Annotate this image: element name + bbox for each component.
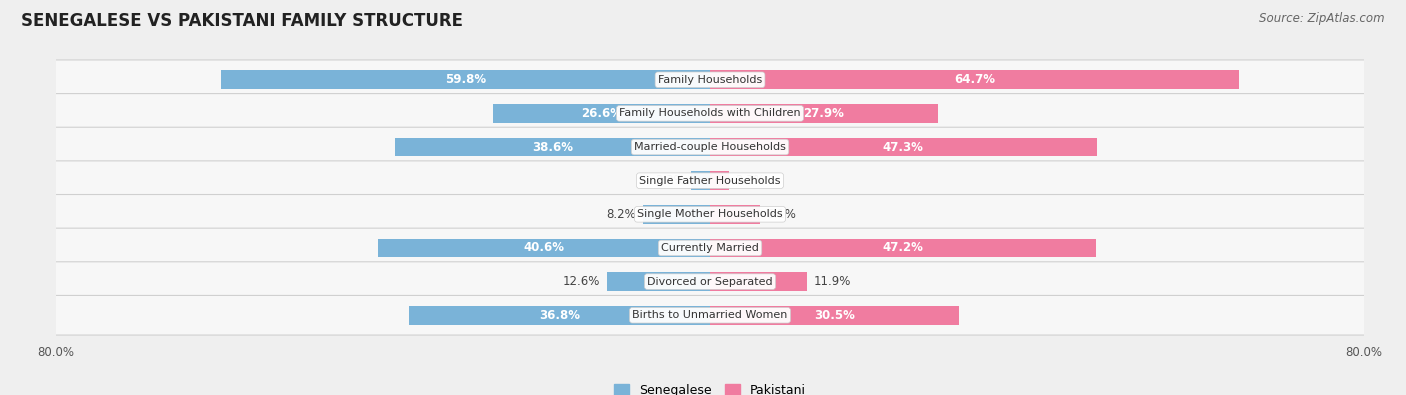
Text: 64.7%: 64.7% xyxy=(953,73,995,86)
FancyBboxPatch shape xyxy=(51,194,1369,234)
Bar xyxy=(395,137,710,156)
Bar xyxy=(607,272,710,291)
FancyBboxPatch shape xyxy=(51,127,1369,167)
Bar xyxy=(710,272,807,291)
Text: 38.6%: 38.6% xyxy=(531,141,572,154)
Bar xyxy=(692,171,710,190)
Text: 8.2%: 8.2% xyxy=(607,208,637,221)
Text: 26.6%: 26.6% xyxy=(581,107,621,120)
Bar xyxy=(710,137,1097,156)
Bar xyxy=(710,104,938,123)
Text: SENEGALESE VS PAKISTANI FAMILY STRUCTURE: SENEGALESE VS PAKISTANI FAMILY STRUCTURE xyxy=(21,12,463,30)
Legend: Senegalese, Pakistani: Senegalese, Pakistani xyxy=(609,379,811,395)
Text: Family Households with Children: Family Households with Children xyxy=(619,108,801,118)
Text: 2.3%: 2.3% xyxy=(655,174,685,187)
Bar xyxy=(221,70,710,89)
Text: 27.9%: 27.9% xyxy=(804,107,845,120)
Bar xyxy=(710,306,959,325)
Bar xyxy=(378,239,710,258)
Text: Source: ZipAtlas.com: Source: ZipAtlas.com xyxy=(1260,12,1385,25)
Bar xyxy=(643,205,710,224)
Text: Married-couple Households: Married-couple Households xyxy=(634,142,786,152)
Text: 47.2%: 47.2% xyxy=(883,241,924,254)
Text: 36.8%: 36.8% xyxy=(538,309,581,322)
FancyBboxPatch shape xyxy=(51,228,1369,268)
Text: 12.6%: 12.6% xyxy=(564,275,600,288)
FancyBboxPatch shape xyxy=(51,295,1369,335)
Text: 40.6%: 40.6% xyxy=(523,241,565,254)
Bar xyxy=(409,306,710,325)
FancyBboxPatch shape xyxy=(51,94,1369,133)
Text: Single Father Households: Single Father Households xyxy=(640,176,780,186)
FancyBboxPatch shape xyxy=(51,262,1369,301)
Text: Births to Unmarried Women: Births to Unmarried Women xyxy=(633,310,787,320)
Bar xyxy=(492,104,710,123)
Text: 11.9%: 11.9% xyxy=(814,275,851,288)
Bar xyxy=(710,205,759,224)
Text: 59.8%: 59.8% xyxy=(446,73,486,86)
Text: Family Households: Family Households xyxy=(658,75,762,85)
Text: Divorced or Separated: Divorced or Separated xyxy=(647,276,773,287)
Bar xyxy=(710,239,1095,258)
Text: 30.5%: 30.5% xyxy=(814,309,855,322)
Text: 6.1%: 6.1% xyxy=(766,208,796,221)
Bar xyxy=(710,171,728,190)
FancyBboxPatch shape xyxy=(51,60,1369,100)
Text: Currently Married: Currently Married xyxy=(661,243,759,253)
FancyBboxPatch shape xyxy=(51,161,1369,201)
Text: Single Mother Households: Single Mother Households xyxy=(637,209,783,219)
Text: 47.3%: 47.3% xyxy=(883,141,924,154)
Bar xyxy=(710,70,1239,89)
Text: 2.3%: 2.3% xyxy=(735,174,765,187)
